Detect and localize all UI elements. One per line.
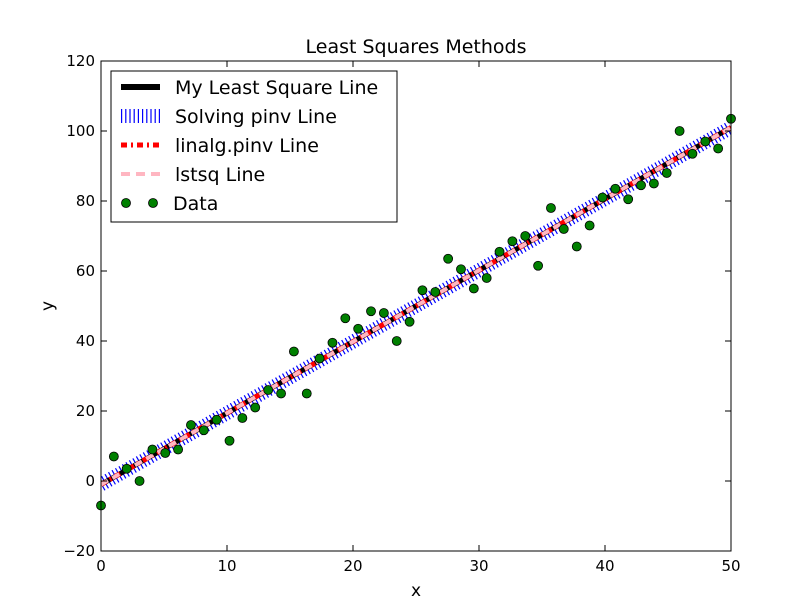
- legend-label: linalg.pinv Line: [175, 135, 319, 157]
- y-axis-ticks: −20 0 20 40 60 80 100 120: [63, 52, 731, 560]
- y-tick-label: 80: [76, 192, 95, 210]
- data-point: [366, 306, 376, 317]
- data-point: [636, 180, 646, 191]
- y-tick-label: −20: [63, 542, 95, 560]
- data-point: [648, 178, 659, 189]
- x-axis-label: x: [411, 581, 421, 601]
- data-point: [173, 444, 184, 455]
- legend-label: My Least Square Line: [175, 77, 378, 99]
- data-point: [417, 285, 428, 296]
- plot-frame: [100, 60, 732, 552]
- data-point: [661, 168, 672, 178]
- legend-item-lstsq-line: lstsq Line: [121, 164, 265, 186]
- legend-item-my-least-square-line: My Least Square Line: [121, 77, 378, 99]
- chart-title: Least Squares Methods: [306, 36, 527, 58]
- y-tick-label: 20: [76, 402, 95, 420]
- legend-label: Data: [173, 193, 218, 215]
- data-point: [404, 316, 415, 327]
- data-point: [687, 148, 698, 159]
- data-point: [211, 414, 222, 425]
- data-point: [494, 246, 505, 257]
- data-point: [147, 444, 158, 455]
- data-point: [546, 203, 556, 213]
- data-point: [160, 448, 171, 458]
- legend-label: Solving pinv Line: [175, 106, 337, 128]
- x-tick-label: 40: [595, 557, 614, 575]
- data-point: [481, 273, 492, 283]
- data-point: [263, 385, 274, 395]
- data-point: [443, 253, 454, 264]
- legend-item-linalg-pinv-line: linalg.pinv Line: [121, 135, 319, 157]
- y-tick-label: 60: [76, 262, 95, 280]
- data-point: [314, 353, 325, 364]
- data-point: [713, 143, 724, 154]
- fit-line-lstsq: [101, 125, 731, 487]
- x-tick-label: 50: [721, 557, 740, 575]
- data-point: [250, 402, 261, 413]
- data-point: [558, 224, 569, 234]
- x-axis-ticks: 0 10 20 30 40 50: [96, 61, 741, 575]
- x-tick-label: 20: [343, 557, 362, 575]
- data-points: [96, 113, 736, 511]
- data-point: [134, 476, 145, 486]
- data-point: [237, 413, 248, 423]
- y-tick-label: 100: [66, 122, 95, 140]
- y-tick-label: 40: [76, 332, 95, 350]
- data-point: [378, 308, 389, 318]
- x-tick-label: 0: [96, 557, 106, 575]
- data-point: [468, 283, 479, 294]
- y-tick-label: 120: [66, 52, 95, 70]
- data-point: [456, 264, 466, 275]
- data-point: [610, 183, 621, 194]
- data-point: [289, 346, 299, 357]
- legend-label: lstsq Line: [175, 164, 265, 186]
- data-point: [507, 236, 518, 247]
- y-tick-label: 0: [85, 472, 95, 490]
- data-point: [391, 336, 402, 346]
- data-point: [700, 136, 711, 147]
- data-point: [327, 337, 338, 348]
- data-point: [571, 241, 582, 252]
- data-point: [597, 192, 608, 203]
- data-point: [623, 194, 634, 205]
- data-point: [224, 435, 235, 446]
- data-point: [198, 425, 209, 436]
- legend-item-data: Data: [121, 193, 218, 215]
- legend: My Least Square Line Solving pinv Line lin…: [110, 70, 398, 223]
- x-tick-label: 30: [469, 557, 488, 575]
- legend-marker: [148, 198, 158, 208]
- legend-marker: [121, 198, 131, 208]
- data-point: [121, 463, 132, 474]
- y-axis-label: y: [38, 301, 58, 311]
- data-point: [674, 126, 685, 136]
- data-point: [533, 260, 543, 271]
- data-point: [108, 451, 119, 462]
- data-point: [301, 388, 312, 399]
- data-point: [276, 388, 286, 399]
- data-point: [340, 313, 351, 324]
- data-point: [584, 220, 595, 231]
- x-tick-label: 10: [217, 557, 236, 575]
- data-point: [430, 287, 441, 297]
- legend-item-solving-pinv-line: Solving pinv Line: [121, 106, 337, 128]
- data-point: [353, 323, 364, 334]
- data-point: [186, 420, 196, 430]
- data-point: [520, 231, 531, 241]
- fit-lines: [101, 121, 731, 491]
